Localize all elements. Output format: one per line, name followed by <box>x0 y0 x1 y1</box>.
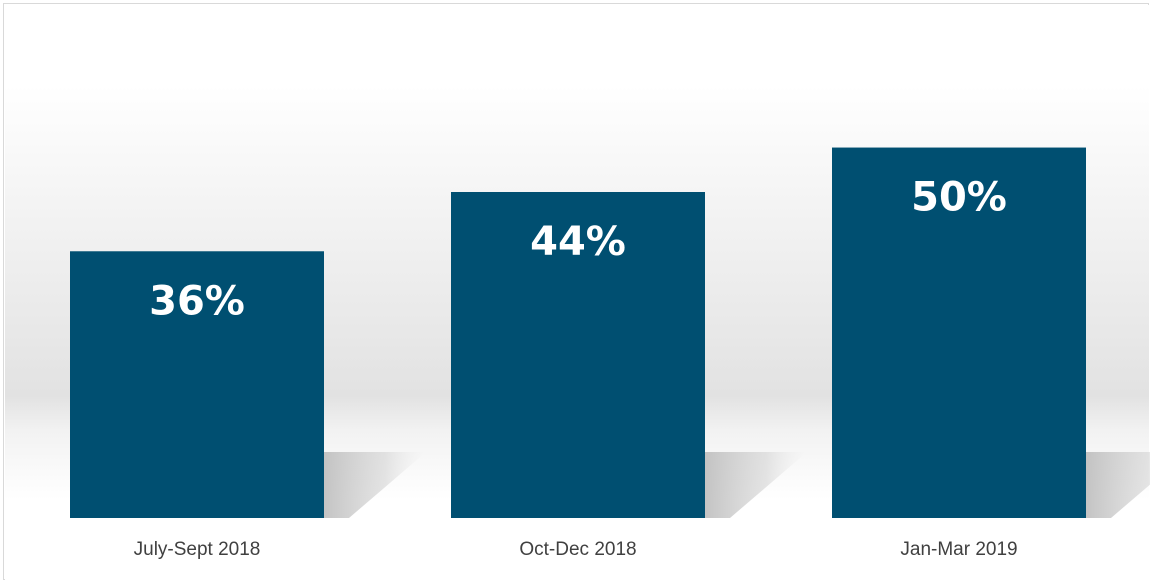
data-label: 44% <box>530 219 626 265</box>
bar <box>70 251 324 519</box>
bar-chart: 36% 44% 50% July-Sept 2018 Oct-Dec 2018 Jan-… <box>5 5 1150 580</box>
chart-frame: 36% 44% 50% July-Sept 2018 Oct-Dec 2018 Jan-… <box>3 3 1150 580</box>
data-label: 36% <box>149 278 245 324</box>
bar <box>451 192 705 518</box>
data-labels: 36% 44% 50% <box>149 175 1007 325</box>
bar-shadow <box>324 452 426 518</box>
category-label: Jan-Mar 2019 <box>900 539 1017 560</box>
bar <box>832 147 1086 518</box>
bars <box>70 147 1086 519</box>
bar-shadows <box>324 452 1150 518</box>
bar-shadow <box>705 452 807 518</box>
bar-shadow <box>1086 452 1150 518</box>
category-label: Oct-Dec 2018 <box>519 539 636 560</box>
data-label: 50% <box>911 175 1007 221</box>
category-labels: July-Sept 2018 Oct-Dec 2018 Jan-Mar 2019 <box>134 539 1018 560</box>
category-label: July-Sept 2018 <box>134 539 261 560</box>
